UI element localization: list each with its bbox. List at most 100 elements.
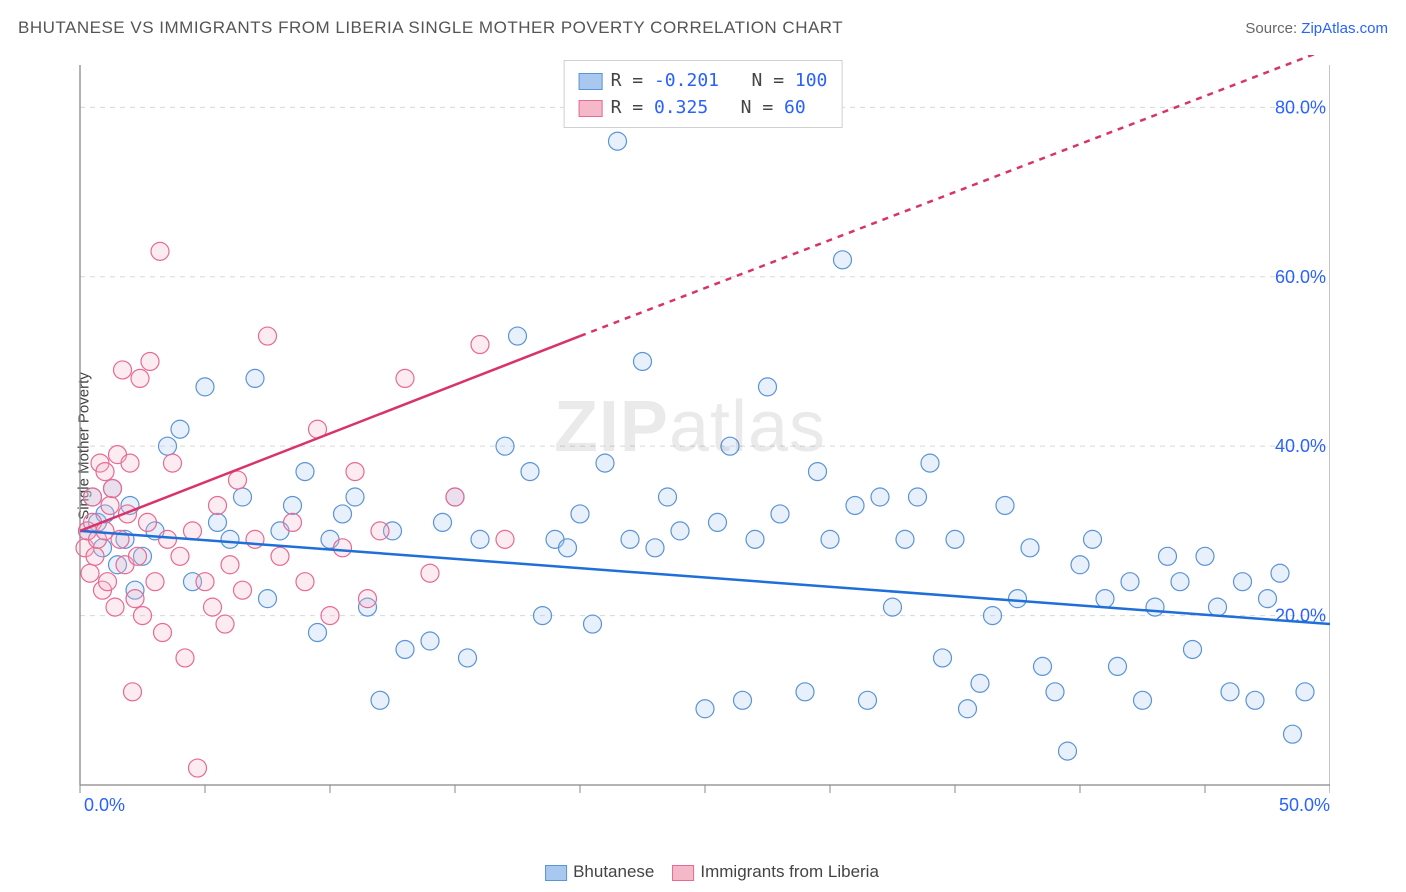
data-point: [221, 530, 239, 548]
data-point: [176, 649, 194, 667]
data-point: [346, 463, 364, 481]
svg-text:80.0%: 80.0%: [1275, 97, 1326, 117]
data-point: [216, 615, 234, 633]
data-point: [759, 378, 777, 396]
data-point: [646, 539, 664, 557]
data-point: [129, 547, 147, 565]
svg-text:60.0%: 60.0%: [1275, 267, 1326, 287]
data-point: [284, 513, 302, 531]
data-point: [1034, 657, 1052, 675]
data-point: [124, 683, 142, 701]
data-point: [634, 352, 652, 370]
legend-swatch: [579, 73, 603, 90]
data-point: [734, 691, 752, 709]
chart-title: BHUTANESE VS IMMIGRANTS FROM LIBERIA SIN…: [18, 18, 843, 38]
data-point: [81, 564, 99, 582]
data-point: [1096, 590, 1114, 608]
data-point: [209, 513, 227, 531]
data-point: [946, 530, 964, 548]
data-point: [809, 463, 827, 481]
data-point: [99, 573, 117, 591]
data-point: [164, 454, 182, 472]
legend-swatch: [672, 865, 694, 881]
data-point: [1271, 564, 1289, 582]
chart-canvas: 20.0%40.0%60.0%80.0%0.0%50.0%: [50, 55, 1330, 815]
data-point: [154, 624, 172, 642]
data-point: [884, 598, 902, 616]
data-point: [184, 522, 202, 540]
data-point: [934, 649, 952, 667]
data-point: [396, 369, 414, 387]
data-point: [96, 463, 114, 481]
data-point: [1009, 590, 1027, 608]
data-point: [141, 352, 159, 370]
data-point: [159, 530, 177, 548]
data-point: [346, 488, 364, 506]
data-point: [296, 573, 314, 591]
data-point: [271, 547, 289, 565]
data-point: [896, 530, 914, 548]
data-point: [821, 530, 839, 548]
data-point: [584, 615, 602, 633]
data-point: [126, 590, 144, 608]
svg-text:0.0%: 0.0%: [84, 795, 125, 815]
data-point: [1259, 590, 1277, 608]
data-point: [1196, 547, 1214, 565]
data-point: [984, 607, 1002, 625]
data-point: [609, 132, 627, 150]
data-point: [559, 539, 577, 557]
data-point: [834, 251, 852, 269]
data-point: [234, 488, 252, 506]
data-point: [146, 573, 164, 591]
legend-row: R = 0.325 N = 60: [579, 94, 828, 121]
legend-label: Bhutanese: [573, 862, 654, 881]
data-point: [434, 513, 452, 531]
data-point: [159, 437, 177, 455]
data-point: [171, 420, 189, 438]
correlation-legend: R = -0.201 N = 100R = 0.325 N = 60: [564, 60, 843, 128]
data-point: [284, 496, 302, 514]
series-legend: BhutaneseImmigrants from Liberia: [527, 862, 879, 882]
data-point: [534, 607, 552, 625]
data-point: [1134, 691, 1152, 709]
data-point: [246, 369, 264, 387]
data-point: [189, 759, 207, 777]
data-point: [1209, 598, 1227, 616]
data-point: [871, 488, 889, 506]
data-point: [796, 683, 814, 701]
data-point: [1234, 573, 1252, 591]
data-point: [621, 530, 639, 548]
data-point: [259, 327, 277, 345]
data-point: [1084, 530, 1102, 548]
data-point: [496, 530, 514, 548]
data-point: [1184, 640, 1202, 658]
data-point: [971, 674, 989, 692]
data-point: [471, 530, 489, 548]
data-point: [859, 691, 877, 709]
data-point: [151, 242, 169, 260]
data-point: [1071, 556, 1089, 574]
svg-text:50.0%: 50.0%: [1279, 795, 1330, 815]
data-point: [1146, 598, 1164, 616]
data-point: [1296, 683, 1314, 701]
data-point: [671, 522, 689, 540]
data-point: [396, 640, 414, 658]
data-point: [371, 691, 389, 709]
data-point: [104, 480, 122, 498]
data-point: [459, 649, 477, 667]
legend-swatch: [579, 100, 603, 117]
source-link[interactable]: ZipAtlas.com: [1301, 20, 1388, 37]
data-point: [334, 505, 352, 523]
data-point: [229, 471, 247, 489]
data-point: [709, 513, 727, 531]
source-attribution: Source: ZipAtlas.com: [1245, 20, 1388, 37]
data-point: [371, 522, 389, 540]
data-point: [134, 607, 152, 625]
data-point: [959, 700, 977, 718]
data-point: [421, 564, 439, 582]
data-point: [471, 336, 489, 354]
data-point: [1171, 573, 1189, 591]
data-point: [596, 454, 614, 472]
data-point: [696, 700, 714, 718]
data-point: [1021, 539, 1039, 557]
